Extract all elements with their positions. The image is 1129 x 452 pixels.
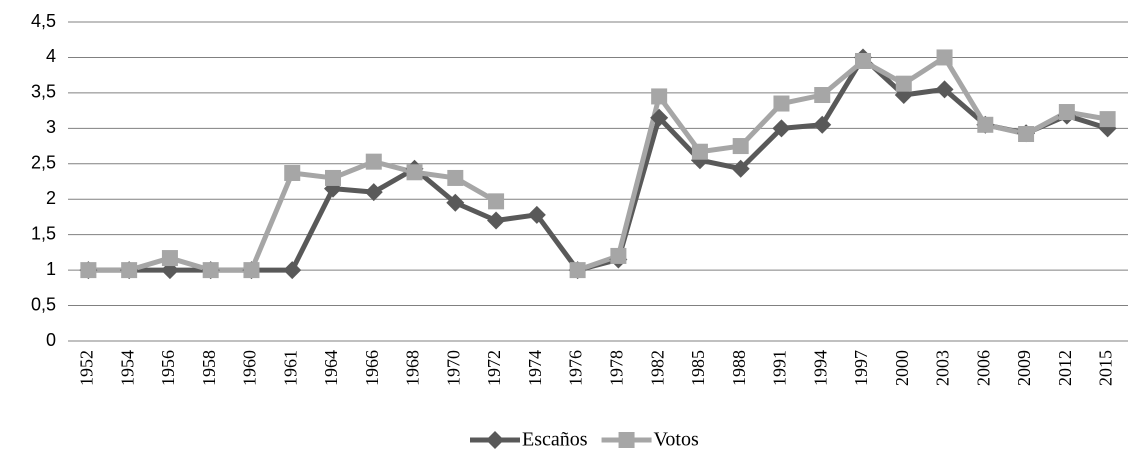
data-point [935, 80, 954, 99]
x-tick-label: 1960 [240, 350, 260, 386]
data-point [527, 205, 546, 224]
legend-marker [618, 432, 635, 448]
data-point [487, 211, 506, 230]
y-tick-label: 4,5 [31, 11, 56, 31]
data-point [488, 193, 505, 210]
x-tick-label: 2006 [973, 350, 993, 386]
x-tick-label: 1988 [729, 350, 749, 386]
data-point [814, 87, 831, 104]
x-tick-label: 1966 [362, 350, 382, 386]
x-tick-label: 1958 [199, 350, 219, 386]
data-point [610, 247, 627, 264]
legend-label: Votos [654, 429, 699, 451]
x-tick-label: 2003 [933, 350, 953, 386]
x-tick-label: 1970 [443, 350, 463, 386]
data-point [1018, 126, 1035, 143]
data-point [446, 193, 465, 212]
data-point [161, 250, 178, 267]
y-tick-label: 3,5 [31, 82, 56, 102]
x-tick-label: 1991 [770, 350, 790, 386]
y-tick-label: 4 [46, 46, 56, 66]
data-point [364, 183, 383, 202]
x-tick-label: 1956 [158, 350, 178, 386]
x-tick-label: 1964 [321, 350, 341, 386]
x-tick-label: 1972 [484, 350, 504, 386]
x-tick-label: 1974 [525, 350, 545, 386]
data-point [1099, 111, 1116, 128]
legend-marker [486, 431, 504, 449]
data-point [855, 52, 871, 69]
legend-label: Escaños [522, 429, 588, 451]
data-point [406, 164, 423, 181]
y-tick-label: 3 [46, 117, 56, 137]
y-tick-label: 0 [46, 330, 56, 350]
y-tick-label: 0,5 [31, 294, 56, 314]
y-tick-label: 2,5 [31, 153, 56, 173]
x-tick-label: 1982 [647, 350, 667, 386]
x-tick-label: 1952 [77, 350, 97, 386]
x-tick-label: 1976 [566, 350, 586, 386]
data-point [365, 153, 382, 170]
y-tick-label: 2 [46, 188, 56, 208]
y-tick-label: 1 [46, 259, 56, 279]
y-tick-label: 1,5 [31, 223, 56, 243]
x-tick-label: 1968 [403, 350, 423, 386]
data-point [731, 159, 750, 178]
x-tick-label: 1994 [810, 350, 830, 386]
data-point [1058, 104, 1075, 121]
data-point [732, 138, 749, 155]
data-point [650, 108, 669, 127]
data-point [651, 88, 668, 105]
data-point [936, 49, 953, 66]
data-point [325, 169, 341, 186]
x-tick-label: 2000 [892, 350, 912, 386]
x-tick-label: 1985 [688, 350, 708, 386]
data-point [772, 119, 791, 138]
data-point [813, 115, 832, 134]
x-tick-label: 2015 [1096, 350, 1116, 386]
x-tick-label: 1961 [280, 350, 300, 386]
x-tick-label: 1978 [607, 350, 627, 386]
x-tick-label: 1954 [117, 350, 137, 386]
data-point [569, 262, 586, 279]
data-point [202, 262, 219, 279]
x-tick-label: 2012 [1055, 350, 1075, 386]
data-point [121, 262, 138, 279]
x-tick-label: 1997 [851, 350, 871, 386]
data-point [447, 169, 464, 186]
data-point [284, 164, 301, 181]
data-point [691, 143, 708, 160]
data-point [243, 262, 260, 279]
data-point [895, 75, 912, 92]
data-point [773, 95, 790, 112]
data-point [977, 116, 994, 133]
x-tick-label: 2009 [1014, 350, 1034, 386]
data-point [283, 261, 302, 280]
data-point [80, 262, 97, 279]
